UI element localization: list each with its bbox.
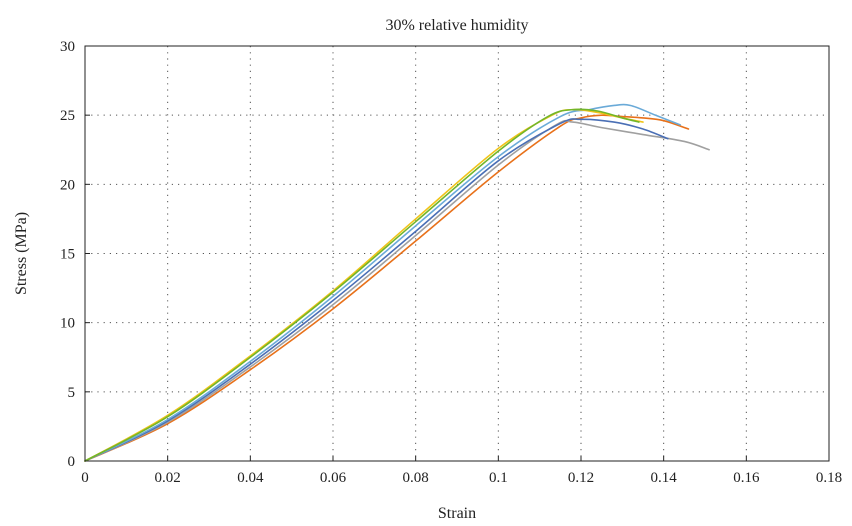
x-axis-label: Strain [438,505,476,522]
y-tick-label: 0 [68,454,76,470]
y-tick-label: 15 [60,247,75,263]
y-tick-label: 5 [68,385,76,401]
series-line-2 [84,119,710,462]
y-tick-label: 10 [60,316,75,332]
y-tick-label: 20 [60,177,75,193]
series-line-4 [84,103,681,462]
x-tick-label: 0.1 [489,470,508,486]
y-tick-label: 25 [60,108,75,124]
chart-title: 30% relative humidity [385,17,528,34]
grid-lines [85,46,829,461]
x-tick-label: 0.08 [403,470,429,486]
series-line-6 [84,108,640,462]
axis-ticks: 0 0.02 0.04 0.06 0.08 0.1 0.12 0.14 0.16 0.18 0 5 10… [60,39,842,486]
series-line-3 [84,118,669,462]
x-tick-label: 0.12 [568,470,594,486]
y-tick-label: 30 [60,39,75,55]
series-line-5 [84,108,644,462]
x-tick-label: 0.18 [816,470,842,486]
series-line-1 [84,114,690,462]
y-axis-label: Stress (MPa) [13,212,30,295]
x-tick-label: 0.02 [155,470,181,486]
x-tick-label: 0.16 [733,470,760,486]
series-layer [84,103,710,462]
x-tick-label: 0.04 [237,470,264,486]
x-tick-label: 0 [81,470,89,486]
x-tick-label: 0.14 [651,470,678,486]
x-tick-label: 0.06 [320,470,347,486]
